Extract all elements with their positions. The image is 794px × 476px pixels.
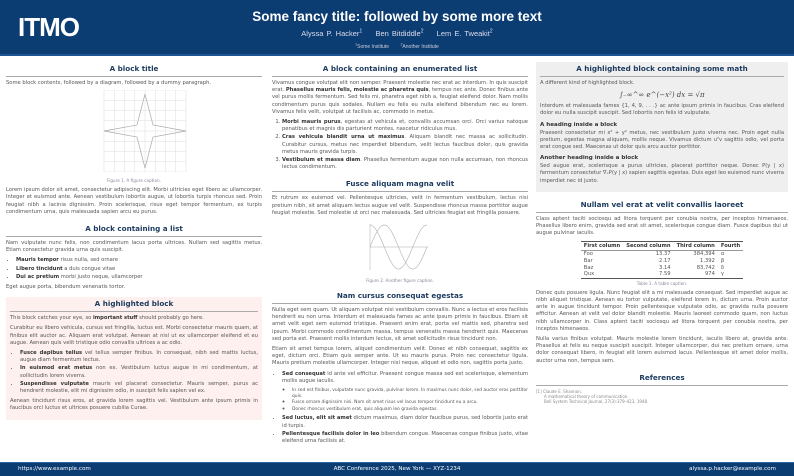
block-heading: A block containing an enumerated list — [272, 62, 528, 77]
table-header-row: First column Second column Third column Fou… — [580, 241, 744, 252]
block-heading: Nullam vel erat at velit convallis laore… — [536, 198, 788, 213]
bullet-list: Mauris tempor risus nulla, sed ornare Li… — [16, 257, 262, 281]
references-block: References [1] Claude E. Shannon. A math… — [536, 371, 788, 404]
block-text: Some block contents, followed by a diagr… — [6, 80, 212, 86]
figure-caption: Figure 1. A figure caption. — [106, 178, 161, 184]
list-item: Donec rhoncus vestibulum erat, quis aliq… — [292, 407, 528, 413]
block-text: Et rutrum ex euismod vel. Pellentesque u… — [272, 195, 528, 216]
list-item: Dui ac pretium morbi justo neque, ullamc… — [16, 274, 262, 281]
block-heading: References — [536, 371, 788, 386]
math-block: A highlighted block containing some math… — [536, 62, 788, 192]
star-diagram — [103, 89, 187, 173]
subheading: A heading inside a block — [540, 121, 618, 128]
poster-footer: https://www.example.com ABC Conference 2… — [0, 462, 794, 476]
list-item: Fusce ornare dignissim nisi. Nam sit ame… — [292, 400, 528, 406]
figure-caption: Figure 2. Another figure caption. — [366, 278, 434, 284]
list-item: Cras vehicula blandit urna ut maximus. A… — [282, 134, 528, 156]
block-text: Lorem ipsum dolor sit amet, consectetur … — [6, 187, 262, 215]
bullet-list: Sed consequat id ante vel efficitur. Pra… — [282, 371, 528, 446]
bullet-list: Fusce dapibus tellus vel tellus semper f… — [20, 350, 258, 395]
figure-block: Fusce aliquam magna velit Et rutrum ex e… — [272, 177, 528, 283]
list-item: Mauris tempor risus nulla, sed ornare — [16, 257, 262, 264]
block-text: Sed augue erat, scelerisque a purus ultr… — [540, 163, 784, 184]
highlighted-block: A highlighted block This block catches y… — [6, 297, 262, 420]
column-2: A block containing an enumerated list Vi… — [272, 62, 528, 451]
poster-header: ITMO Some fancy title: followed by some … — [0, 0, 794, 56]
institution: 1Some Institute — [355, 42, 390, 50]
poster-title: Some fancy title: followed by some more … — [252, 9, 542, 24]
block-heading: A block containing a list — [6, 222, 262, 238]
block-text: This block catches your eye, so importan… — [10, 315, 204, 322]
list-item: In sed est finibus, vulputate nunc gravi… — [292, 388, 528, 399]
block-text: Vivamus congue volutpat elit non semper.… — [272, 80, 529, 115]
institution: 2Another Institute — [400, 42, 439, 50]
subheading: Another heading inside a block — [540, 155, 639, 162]
list-item: Fusce dapibus tellus vel tellus semper f… — [20, 350, 258, 364]
list-block: A block containing a list Nam vulputate … — [6, 222, 262, 291]
list-item: Pellentesque facilisis dolor in leo bibe… — [282, 431, 528, 445]
list-item: Vestibulum et massa diam. Phasellus ferm… — [282, 157, 528, 171]
enumerated-list-block: A block containing an enumerated list Vi… — [272, 62, 528, 171]
table-block: Nullam vel erat at velit convallis laore… — [536, 198, 788, 365]
nested-list: In sed est finibus, vulputate nunc gravi… — [292, 388, 528, 412]
sine-cosine-plot — [369, 224, 428, 271]
author: Ben Bitdiddle2 — [375, 28, 424, 38]
column-1: A block title Some block contents, follo… — [6, 62, 262, 426]
block-heading: Fusce aliquam magna velit — [272, 177, 528, 193]
block-heading: Nam cursus consequat egestas — [272, 289, 528, 305]
itmo-logo: ITMO — [18, 12, 80, 42]
block-text: Aenean tincidunt risus eros, at gravida … — [10, 398, 258, 412]
list-item: Sed consequat id ante vel efficitur. Pra… — [282, 371, 528, 413]
table-row: Bar 2.17 1,392 β — [583, 258, 725, 265]
block-text: Interdum et malesuada fames {1, 4, 9, . … — [540, 103, 784, 117]
block-text: Nulla varius finibus volutpat. Mauris mo… — [536, 336, 788, 364]
data-table: First column Second column Third column Fou… — [580, 241, 744, 279]
author: Lem E. Tweakit2 — [436, 28, 493, 38]
table-row: Qux 7.59 974 γ — [580, 271, 744, 279]
list-item: Libero tincidunt a duis congue vitae — [16, 266, 262, 273]
conference-info: ABC Conference 2025, New York — XYZ-1234 — [333, 466, 461, 472]
block-text: A different kind of highlighted block. — [540, 80, 635, 86]
table-caption: Table 1. A table caption. — [636, 280, 688, 286]
table-row: Baz 3.14 83,742 δ — [583, 264, 725, 271]
block-text: Nulla eget sem quam. Ut aliquam volutpat… — [272, 307, 528, 342]
author: Alyssa P. Hacker1 — [301, 28, 363, 38]
block-title-block: A block title Some block contents, follo… — [6, 62, 262, 216]
block-heading: A highlighted block — [10, 297, 258, 313]
email-link[interactable]: alyssa.p.hacker@example.com — [689, 466, 776, 472]
block-text: Curabitur eu libero vehicula, cursus est… — [10, 325, 258, 346]
list-item: Suspendisse vulputate mauris vel placera… — [20, 381, 258, 395]
block-text: Class aptent taciti sociosqu ad litora t… — [536, 215, 788, 237]
text-block: Nam cursus consequat egestas Nulla eget … — [272, 289, 528, 445]
website-link[interactable]: https://www.example.com — [18, 466, 91, 472]
block-text: Donec quis posuere ligula. Nunc feugiat … — [536, 289, 788, 332]
block-text: Eget augue porta, bibendum venenatis tor… — [6, 284, 126, 291]
block-heading: A highlighted block containing some math — [540, 62, 784, 77]
column-3: A highlighted block containing some math… — [536, 62, 788, 410]
block-text: Nam vulputate nunc felis, non condimentu… — [6, 240, 262, 254]
table-row: Foo 13.37 384,394 α — [583, 251, 725, 258]
list-item: Morbi mauris purus, egestas at vehicula … — [282, 119, 528, 133]
author-list: Alyssa P. Hacker1 Ben Bitdiddle2 Lem E. … — [0, 28, 794, 38]
block-text: Etiam sit amet tempus lorem, aliquet con… — [272, 346, 528, 367]
institution-list: 1Some Institute 2Another Institute — [0, 42, 794, 50]
numbered-list: Morbi mauris purus, egestas at vehicula … — [282, 119, 528, 171]
reference-entry: [1] Claude E. Shannon. A mathematical th… — [536, 388, 649, 404]
equation: ∫₋∞^∞ e^(−x²) dx = √π — [619, 91, 705, 100]
list-item: Sed luctus, elit sit amet dictum maximus… — [282, 415, 528, 429]
block-heading: A block title — [6, 62, 262, 77]
list-item: In euismod erat metus non ex. Vestibulum… — [20, 365, 258, 379]
block-text: Praesent consectetur mi x² + y² metus, n… — [540, 129, 784, 151]
